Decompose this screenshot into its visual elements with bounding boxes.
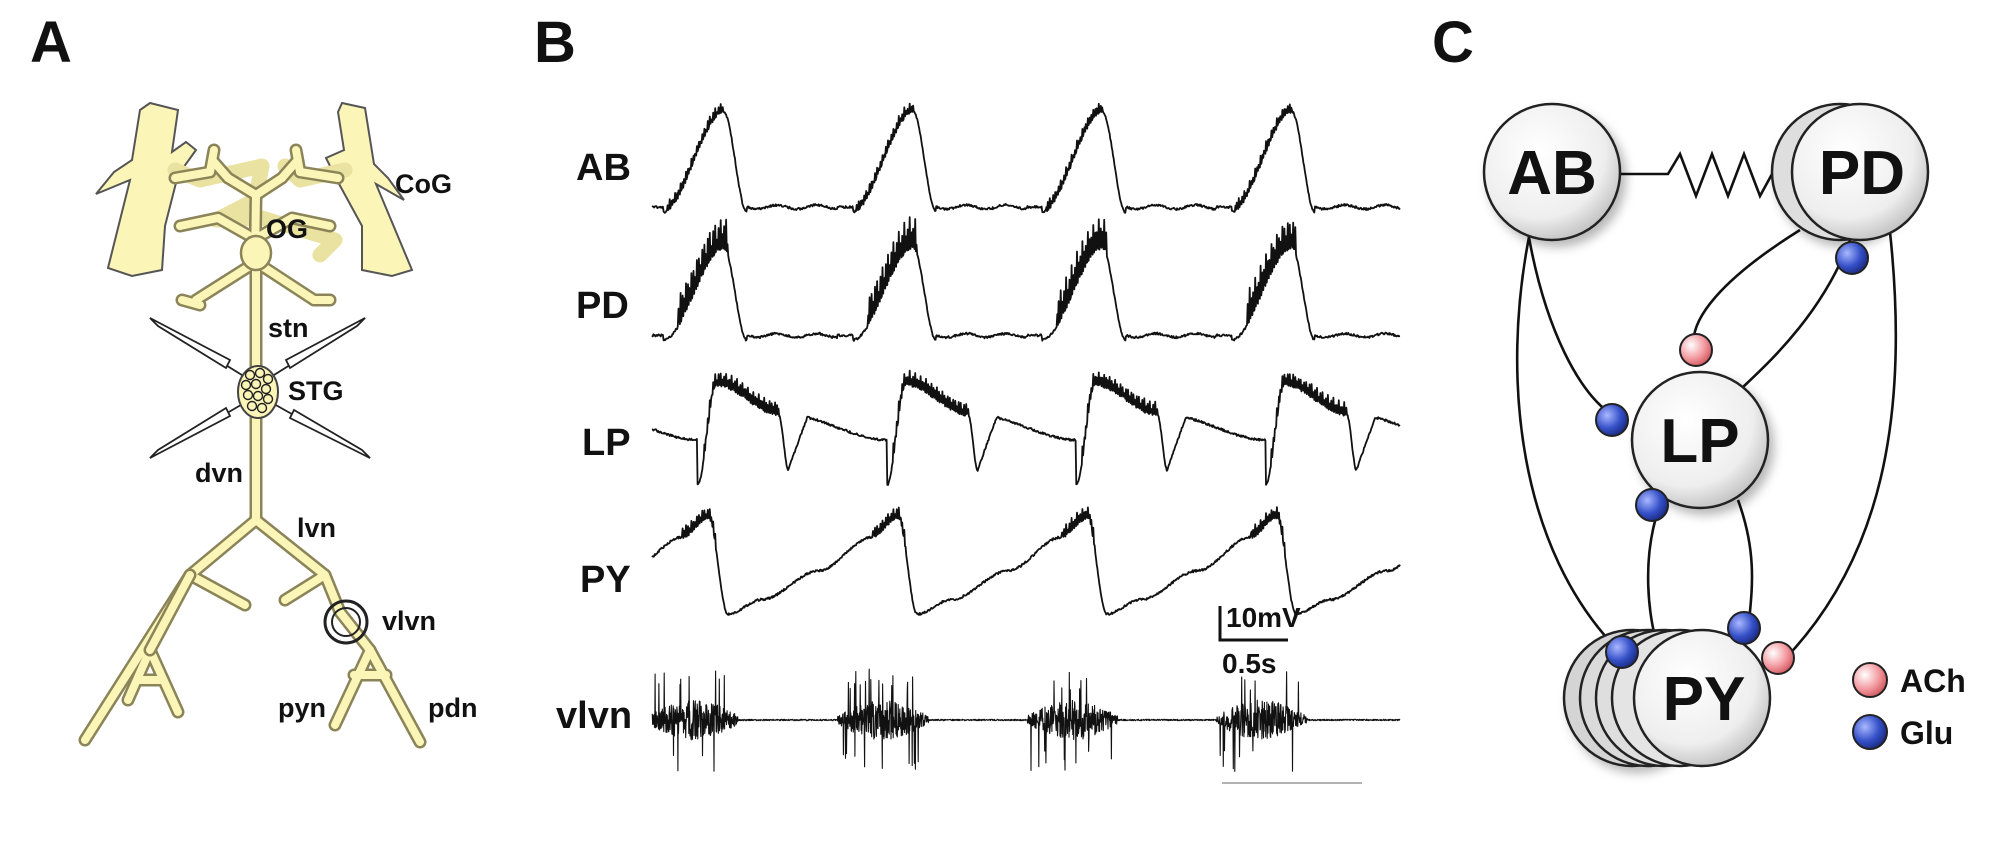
cell-label-py: PY <box>1663 665 1746 734</box>
cell-py: PY <box>1562 628 1772 768</box>
trace-label-py: PY <box>580 559 631 601</box>
label-stn: stn <box>268 313 309 343</box>
og-ganglion <box>239 234 273 272</box>
vlvn-ring-inner <box>331 607 361 637</box>
cog-right <box>324 101 414 278</box>
scale-bar: 10mV 0.5s <box>1218 602 1301 679</box>
trace-label-ab: AB <box>576 147 631 189</box>
synapse-glu <box>1635 488 1669 522</box>
label-cog: CoG <box>395 169 452 199</box>
panel-letter-c: C <box>1432 10 1474 75</box>
legend-ach-label: ACh <box>1900 663 1966 699</box>
stg-cells <box>240 367 274 414</box>
vlvn-ring-outer <box>323 599 369 645</box>
scale-bar-lines <box>1218 606 1288 642</box>
scale-time-label: 0.5s <box>1222 648 1277 679</box>
stns-labels: CoG OG stn STG dvn lvn vlvn pyn pdn <box>195 169 477 723</box>
label-pdn: pdn <box>428 693 477 723</box>
trace-vlvn <box>651 668 1401 772</box>
panel-letter-b: B <box>534 10 576 75</box>
synapse-glu <box>1727 611 1761 645</box>
trace-label-pd: PD <box>576 285 629 327</box>
cell-label-ab: AB <box>1507 139 1597 208</box>
cell-lp: LP <box>1630 370 1770 510</box>
cell-pd: PD <box>1770 102 1930 242</box>
trace-ab <box>651 102 1401 214</box>
cell-ab: AB <box>1482 102 1622 242</box>
synapse-glu <box>1595 403 1629 437</box>
legend: ACh Glu <box>1852 662 1966 751</box>
label-dvn: dvn <box>195 458 243 488</box>
label-og: OG <box>266 214 308 244</box>
trace-lp <box>651 369 1401 486</box>
label-vlvn: vlvn <box>382 606 436 636</box>
trace-label-lp: LP <box>582 422 631 464</box>
voltage-traces <box>651 102 1401 772</box>
synapse-glu <box>1605 635 1639 669</box>
label-stg: STG <box>288 376 344 406</box>
cell-label-lp: LP <box>1660 407 1739 476</box>
trace-py <box>651 506 1401 616</box>
label-lvn: lvn <box>297 513 336 543</box>
trace-label-vlvn: vlvn <box>556 695 632 737</box>
electrodes <box>149 317 371 459</box>
label-pyn: pyn <box>278 693 326 723</box>
stns-diagram <box>78 101 427 749</box>
synapse-ach <box>1679 333 1713 367</box>
nerve-network-fill <box>81 146 424 746</box>
synapses <box>1595 241 1869 675</box>
cell-label-pd: PD <box>1819 139 1905 208</box>
legend-glu-label: Glu <box>1900 715 1953 751</box>
legend-ach-swatch <box>1852 662 1888 698</box>
legend-glu-swatch <box>1852 714 1888 750</box>
panel-letter-a: A <box>30 10 72 75</box>
synapse-glu <box>1835 241 1869 275</box>
scale-voltage-label: 10mV <box>1226 602 1301 633</box>
synapse-ach <box>1761 641 1795 675</box>
cog-left <box>95 101 198 278</box>
trace-pd <box>651 216 1401 342</box>
